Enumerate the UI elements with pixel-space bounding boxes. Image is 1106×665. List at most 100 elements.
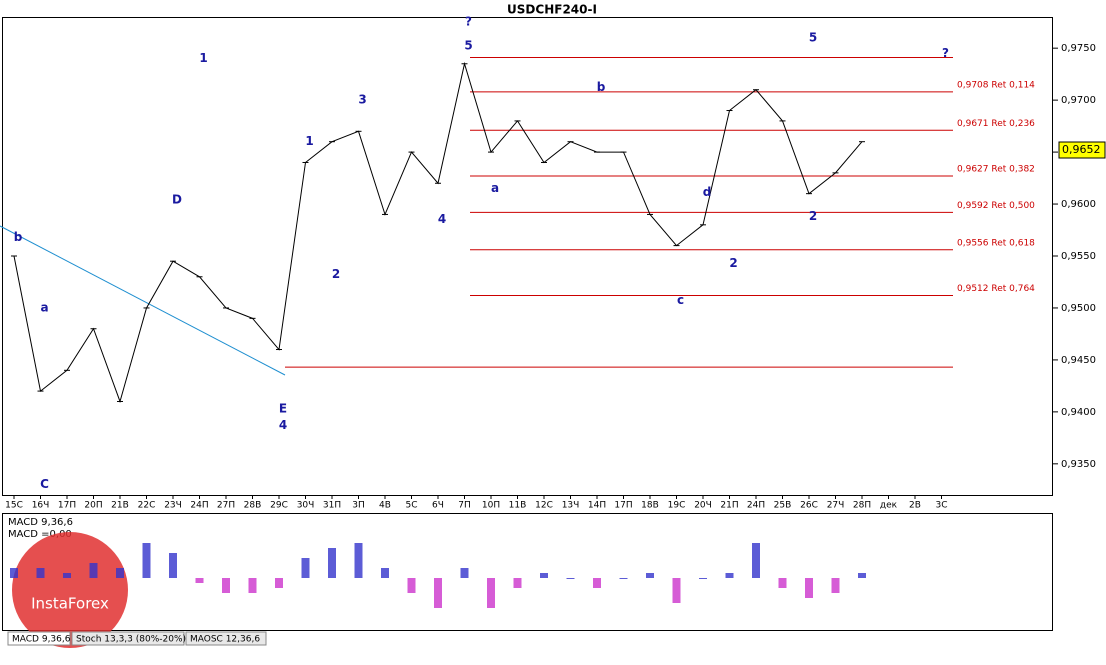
- macd-bar: [63, 573, 71, 578]
- x-tick-label: 20Ч: [694, 501, 712, 511]
- wave-label: 4: [438, 212, 446, 226]
- x-tick-label: 29С: [270, 501, 288, 511]
- y-tick-label: 0,9350: [1061, 459, 1096, 470]
- x-tick-label: 7П: [458, 501, 471, 511]
- wave-label: E: [279, 401, 287, 415]
- tab[interactable]: [71, 631, 185, 646]
- macd-bar: [805, 578, 813, 598]
- x-tick-label: 10П: [482, 501, 500, 511]
- level-label: 0,9592 Ret 0,500: [957, 201, 1035, 211]
- macd-bar: [434, 578, 442, 608]
- macd-bar: [646, 573, 654, 578]
- wave-label: D: [172, 192, 182, 206]
- x-tick-label: 2В: [909, 501, 921, 511]
- macd-bar: [619, 578, 628, 579]
- x-tick-label: 27П: [217, 501, 235, 511]
- tab[interactable]: [185, 631, 267, 646]
- x-tick-label: 17П: [58, 501, 76, 511]
- macd-bar: [699, 578, 707, 579]
- x-tick-label: 21П: [720, 501, 738, 511]
- trend-line: [0, 225, 286, 376]
- x-tick-label: 21В: [111, 501, 129, 511]
- x-tick-label: 31П: [323, 501, 341, 511]
- macd-bar: [725, 573, 734, 578]
- x-tick-label: 16Ч: [32, 501, 50, 511]
- y-tick-label: 0,9700: [1061, 95, 1096, 106]
- x-tick-label: 4В: [379, 501, 391, 511]
- macd-bar: [10, 568, 18, 578]
- macd-bar: [540, 573, 548, 578]
- macd-title: MACD 9,36,6: [8, 517, 73, 528]
- macd-bar: [566, 578, 575, 579]
- wave-label: 4: [279, 418, 287, 432]
- macd-bar: [222, 578, 230, 593]
- chart-title: USDCHF240-I: [507, 3, 597, 17]
- x-tick-label: дек: [880, 501, 898, 511]
- macd-bar: [354, 543, 363, 578]
- wave-label: c: [677, 293, 684, 307]
- macd-bar: [275, 578, 283, 588]
- level-label: 0,9708 Ret 0,114: [957, 80, 1035, 90]
- wave-label: 2: [332, 267, 340, 281]
- tab-label[interactable]: Stoch 13,3,3 (80%-20%): [76, 635, 186, 645]
- wave-label: 2: [809, 209, 817, 223]
- x-tick-label: 12С: [535, 501, 553, 511]
- x-tick-label: 13Ч: [562, 501, 580, 511]
- level-label: 0,9627 Ret 0,382: [957, 164, 1035, 174]
- watermark-text: InstaForex: [31, 595, 109, 613]
- x-tick-label: 24П: [190, 501, 208, 511]
- macd-bar: [460, 568, 469, 578]
- y-tick-label: 0,9500: [1061, 303, 1096, 314]
- macd-bar: [381, 568, 389, 578]
- x-tick-label: 27Ч: [827, 501, 845, 511]
- macd-bar: [407, 578, 416, 593]
- macd-bar: [752, 543, 760, 578]
- x-tick-label: 23Ч: [164, 501, 182, 511]
- wave-label: d: [703, 185, 712, 199]
- wave-label: 5: [464, 39, 472, 53]
- price-panel: [2, 17, 1053, 496]
- x-tick-label: 18В: [641, 501, 659, 511]
- tab-label[interactable]: MACD 9,36,6: [12, 635, 71, 645]
- macd-bar: [195, 578, 204, 583]
- x-tick-label: 14П: [588, 501, 606, 511]
- wave-label: a: [40, 300, 48, 314]
- tab[interactable]: [7, 631, 71, 646]
- macd-bar: [142, 543, 151, 578]
- macd-bar: [487, 578, 495, 608]
- wave-label: a: [491, 181, 499, 195]
- macd-bar: [248, 578, 257, 593]
- macd-bar: [89, 563, 98, 578]
- macd-bar: [513, 578, 522, 588]
- current-price-label: 0,9652: [1062, 143, 1101, 156]
- macd-bar: [672, 578, 681, 603]
- tab-label[interactable]: MAOSC 12,36,6: [190, 635, 260, 645]
- wave-label: C: [40, 477, 49, 491]
- macd-bar: [778, 578, 787, 588]
- x-tick-label: 24П: [747, 501, 765, 511]
- current-price-box: [1058, 141, 1106, 159]
- macd-bar: [169, 553, 177, 578]
- x-tick-label: 5С: [405, 501, 417, 511]
- macd-bar: [116, 568, 124, 578]
- wave-label: b: [14, 230, 23, 244]
- x-tick-label: 20П: [84, 501, 102, 511]
- x-tick-label: 22С: [138, 501, 156, 511]
- y-tick-label: 0,9400: [1061, 407, 1096, 418]
- wave-label: b: [597, 80, 606, 94]
- macd-bar: [593, 578, 601, 588]
- x-tick-label: 3С: [935, 501, 947, 511]
- level-label: 0,9671 Ret 0,236: [957, 119, 1035, 129]
- x-tick-label: 28П: [853, 501, 871, 511]
- macd-value: MACD =0,00: [8, 529, 72, 540]
- level-label: 0,9556 Ret 0,618: [957, 238, 1035, 248]
- wave-label: 2: [729, 256, 737, 270]
- macd-bar: [328, 548, 336, 578]
- wave-label: ?: [465, 15, 472, 29]
- y-tick-label: 0,9550: [1061, 251, 1096, 262]
- x-tick-label: 17П: [614, 501, 632, 511]
- wave-label: 3: [358, 93, 366, 107]
- x-tick-label: 15С: [5, 501, 23, 511]
